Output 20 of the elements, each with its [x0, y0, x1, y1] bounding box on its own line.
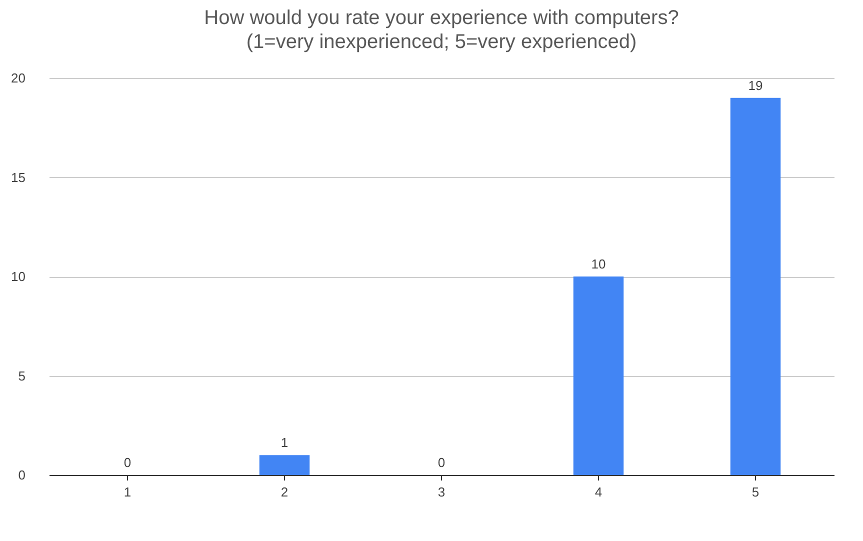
data-label: 0 [124, 455, 132, 470]
y-tick-label: 5 [18, 368, 26, 384]
x-tick-label: 1 [124, 484, 132, 500]
y-tick-label: 10 [11, 269, 26, 284]
y-tick-label: 0 [18, 468, 26, 482]
data-label: 1 [280, 435, 288, 450]
x-tick-label: 2 [280, 484, 288, 500]
x-tick-label: 5 [752, 484, 760, 500]
data-label: 19 [748, 78, 763, 93]
x-tick-label: 3 [438, 484, 446, 500]
data-label: 10 [591, 256, 606, 272]
chart-subtitle: (1=very inexperienced; 5=very experienced) [246, 31, 637, 53]
chart-title: How would you rate your experience with computers? [204, 7, 679, 29]
bar [730, 98, 781, 475]
bar [573, 276, 624, 475]
y-tick-label: 20 [11, 70, 26, 86]
y-tick-label: 15 [11, 170, 26, 185]
x-tick-label: 4 [594, 484, 602, 500]
data-label: 0 [438, 455, 446, 470]
bar [259, 455, 310, 475]
